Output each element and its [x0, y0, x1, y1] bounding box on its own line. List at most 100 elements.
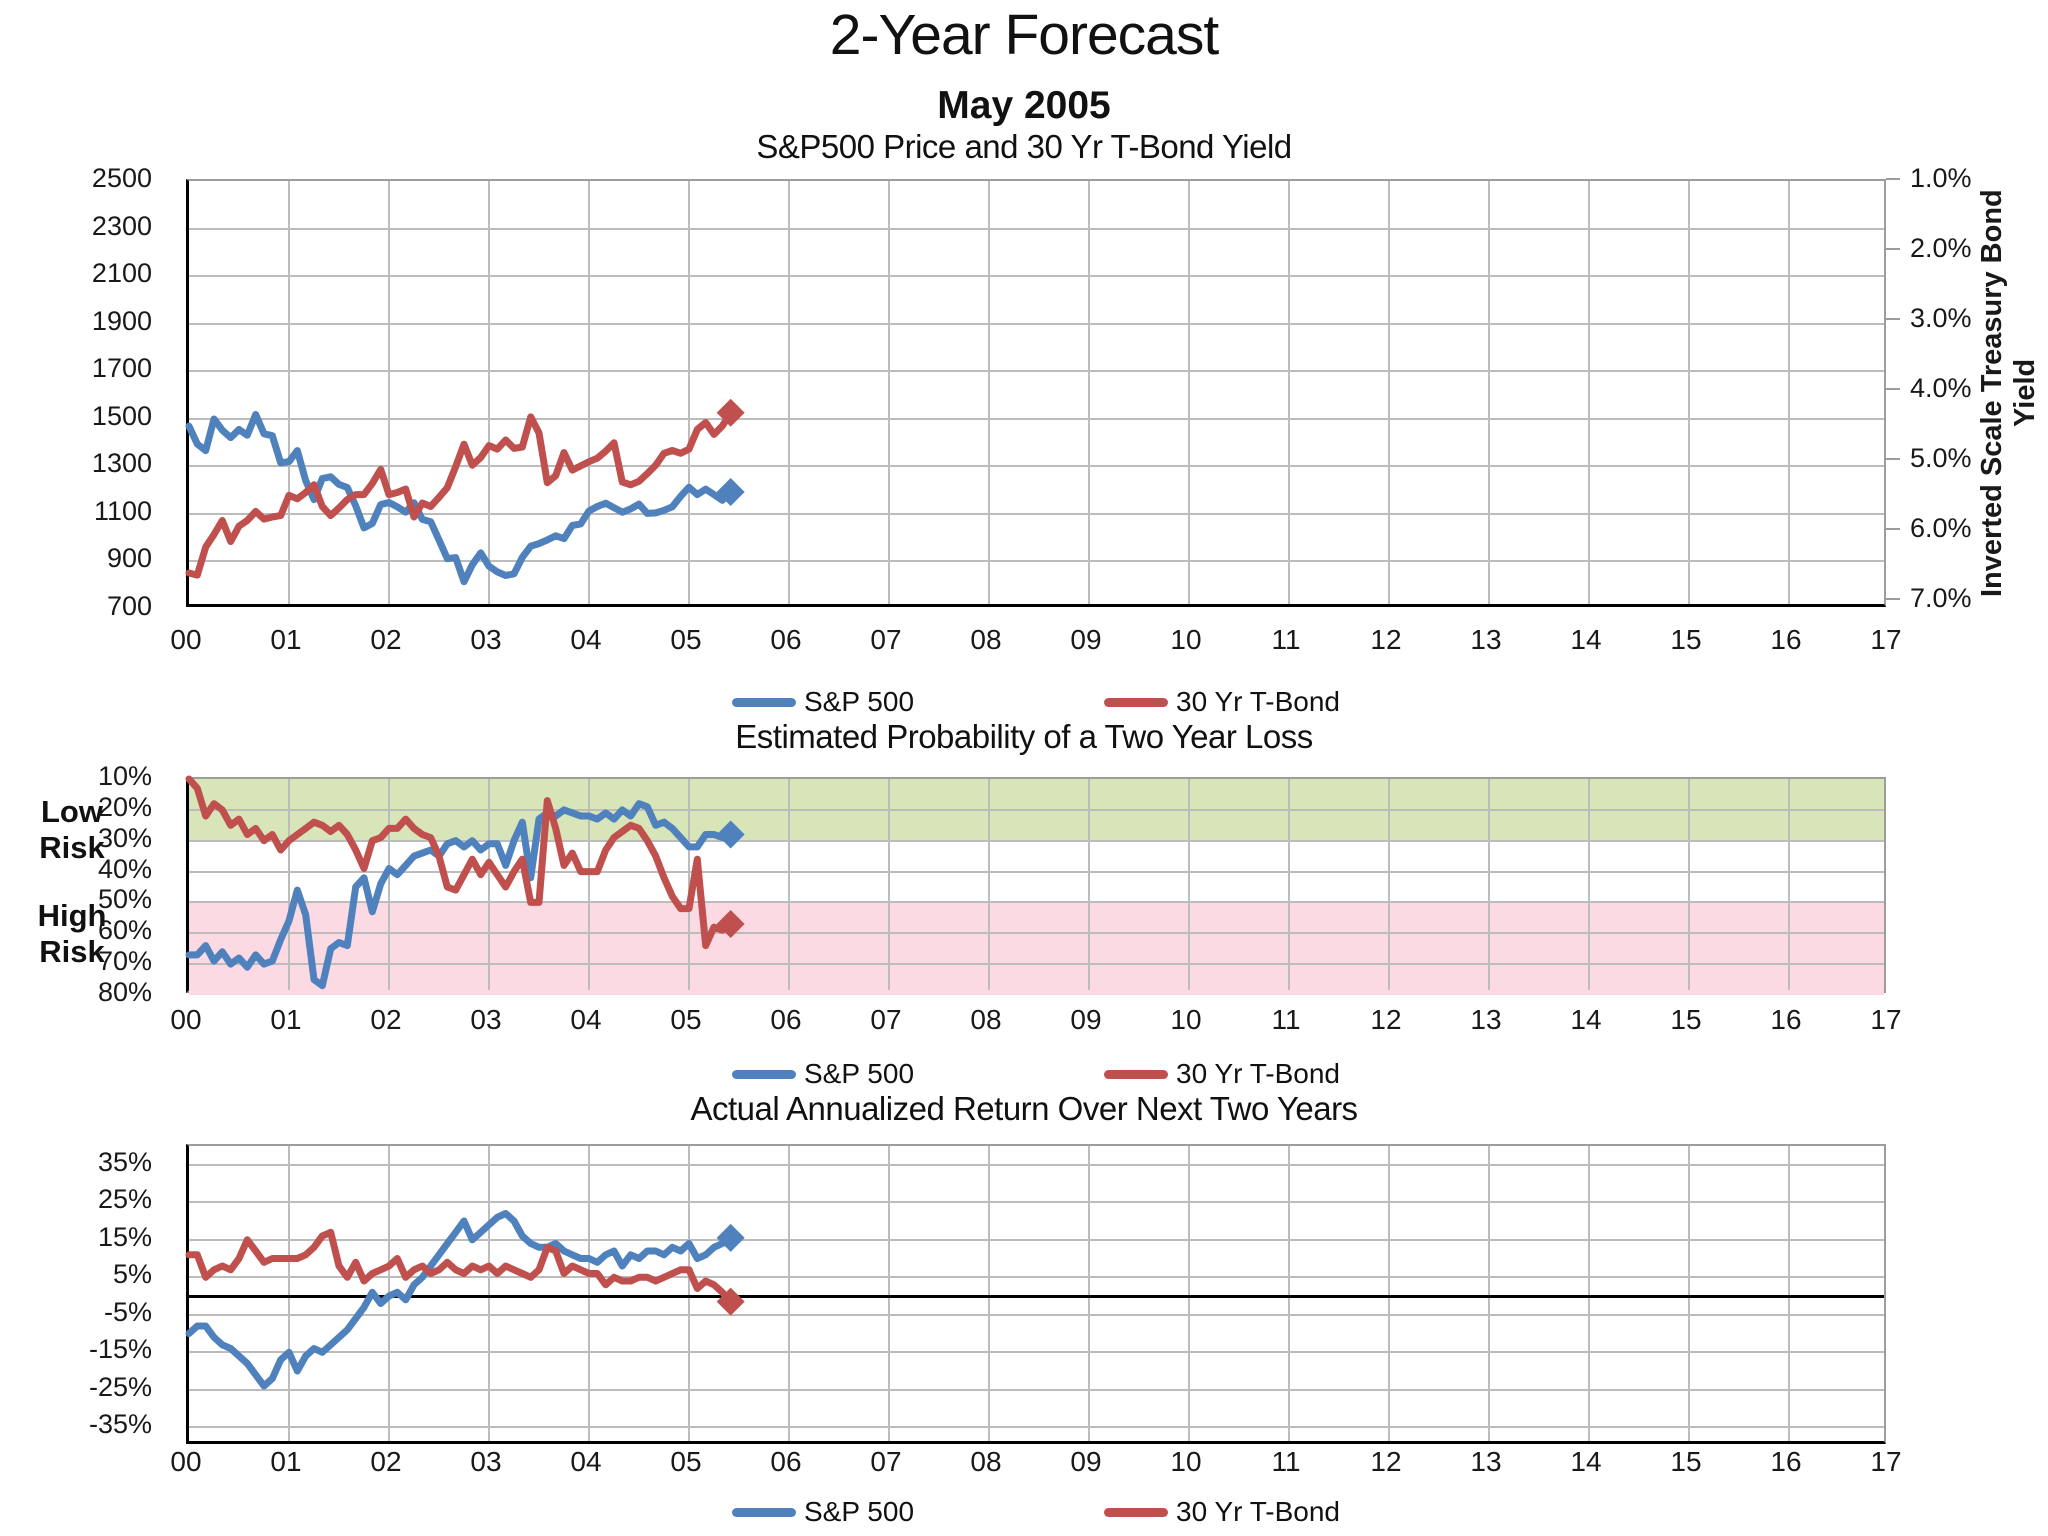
x-axis-tick-label: 02 — [370, 1004, 402, 1035]
vertical-gridline — [588, 181, 590, 604]
horizontal-gridline — [189, 227, 1884, 230]
x-axis-tick-label: 05 — [670, 1446, 702, 1477]
y-axis-tick-label: 80% — [97, 977, 152, 1007]
horizontal-gridline — [189, 963, 1884, 966]
y-axis-tick-label: 1300 — [91, 448, 152, 479]
right-axis-tick-label: 7.0% — [1910, 583, 1972, 613]
y-axis-tick-label: 1100 — [93, 495, 152, 526]
y-axis-tick-label: 1700 — [91, 353, 152, 384]
horizontal-gridline — [189, 1201, 1884, 1204]
horizontal-gridline — [189, 1388, 1884, 1391]
x-axis-tick-label: 00 — [170, 1446, 202, 1477]
legend-label-tbond: 30 Yr T-Bond — [1176, 1496, 1340, 1527]
horizontal-gridline — [189, 808, 1884, 811]
legend-item-tbond: 30 Yr T-Bond — [1104, 1496, 1340, 1528]
30-yr-t-bond-line — [185, 775, 735, 950]
vertical-gridline — [1088, 181, 1090, 604]
x-axis-tick-label: 09 — [1070, 1446, 1102, 1477]
right-axis-tick — [1886, 388, 1900, 390]
vertical-gridline — [1188, 1146, 1190, 1441]
horizontal-gridline — [189, 1163, 1884, 1166]
s&p-500-line — [185, 800, 735, 990]
vertical-gridline — [888, 1146, 890, 1441]
y-axis-tick-label: 20% — [97, 791, 152, 822]
vertical-gridline — [1288, 779, 1290, 990]
vertical-gridline — [688, 181, 690, 604]
horizontal-gridline — [189, 560, 1884, 563]
x-axis-tick-label: 16 — [1770, 624, 1802, 655]
x-axis-tick-label: 02 — [370, 624, 402, 655]
x-axis-tick-label: 14 — [1570, 1446, 1602, 1477]
vertical-gridline — [1488, 779, 1490, 990]
vertical-gridline — [688, 779, 690, 990]
vertical-gridline — [488, 181, 490, 604]
x-axis-tick-label: 09 — [1070, 624, 1102, 655]
vertical-gridline — [988, 779, 990, 990]
right-axis-tick — [1886, 528, 1900, 530]
tbond-line-swatch — [1104, 1069, 1169, 1079]
y-axis-tick-label: 2500 — [91, 163, 152, 193]
y-axis-tick-label: 70% — [97, 946, 152, 977]
right-axis-tick-label: 2.0% — [1910, 233, 1972, 263]
y-axis-tick-label: 700 — [106, 591, 152, 621]
x-axis-tick-label: 01 — [270, 1446, 302, 1477]
vertical-gridline — [488, 1146, 490, 1441]
vertical-gridline — [1788, 779, 1790, 990]
vertical-gridline — [388, 779, 390, 990]
vertical-gridline — [688, 1146, 690, 1441]
sp500-line-swatch — [732, 697, 796, 707]
x-axis-tick-label: 14 — [1570, 1004, 1602, 1035]
high-risk-band — [189, 902, 1884, 995]
plot-area-chart2 — [185, 775, 1886, 995]
horizontal-gridline — [189, 1313, 1884, 1316]
legend-item-sp500: S&P 500 — [732, 686, 914, 718]
y-axis-tick-label: 40% — [97, 853, 152, 884]
vertical-gridline — [1188, 181, 1190, 604]
vertical-gridline — [588, 1146, 590, 1441]
x-axis-tick-label: 08 — [970, 1446, 1002, 1477]
vertical-gridline — [288, 1146, 290, 1441]
x-axis-tick-label: 08 — [970, 1004, 1002, 1035]
y-axis-tick-label: 60% — [97, 915, 152, 946]
x-axis-tick-label: 07 — [870, 1446, 902, 1477]
series-layer-chart3 — [185, 1210, 745, 1390]
x-axis-tick-label: 13 — [1470, 1446, 1502, 1477]
horizontal-gridline — [189, 465, 1884, 468]
30-yr-t-bond-forecast-diamond — [716, 910, 745, 939]
vertical-gridline — [1288, 181, 1290, 604]
vertical-gridline — [588, 779, 590, 990]
x-axis-tick-label: 11 — [1271, 1446, 1301, 1477]
chart1-title: S&P500 Price and 30 Yr T-Bond Yield — [756, 128, 1292, 165]
horizontal-gridline — [189, 322, 1884, 325]
right-axis-tick — [1886, 598, 1900, 600]
vertical-gridline — [1288, 1146, 1290, 1441]
legend-item-tbond: 30 Yr T-Bond — [1104, 686, 1340, 718]
vertical-gridline — [788, 181, 790, 604]
legend-label-sp500: S&P 500 — [804, 1496, 915, 1527]
vertical-gridline — [1488, 181, 1490, 604]
legend-label-sp500: S&P 500 — [804, 686, 915, 717]
vertical-gridline — [888, 779, 890, 990]
horizontal-gridline — [189, 512, 1884, 515]
s&p-500-forecast-diamond — [716, 820, 745, 849]
x-axis-tick-label: 16 — [1770, 1004, 1802, 1035]
horizontal-gridline — [189, 275, 1884, 278]
x-axis-tick-label: 10 — [1170, 1004, 1202, 1035]
vertical-gridline — [1588, 1146, 1590, 1441]
x-axis-tick-label: 04 — [570, 624, 602, 655]
x-axis-tick-label: 13 — [1470, 624, 1502, 655]
x-axis-tick-label: 10 — [1170, 1446, 1202, 1477]
30-yr-t-bond-forecast-diamond — [716, 398, 745, 427]
tbond-line-swatch — [1104, 1507, 1169, 1517]
horizontal-gridline — [189, 1426, 1884, 1429]
x-axis-tick-label: 17 — [1870, 1004, 1902, 1035]
x-axis-tick-label: 04 — [570, 1004, 602, 1035]
horizontal-gridline — [189, 1276, 1884, 1279]
horizontal-gridline — [189, 839, 1884, 842]
vertical-gridline — [1188, 779, 1190, 990]
x-axis-tick-label: 07 — [870, 1004, 902, 1035]
x-axis-tick-label: 08 — [970, 624, 1002, 655]
x-axis-tick-label: 11 — [1271, 1004, 1301, 1035]
page-title: 2-Year Forecast — [829, 3, 1219, 67]
x-axis-tick-label: 16 — [1770, 1446, 1802, 1477]
